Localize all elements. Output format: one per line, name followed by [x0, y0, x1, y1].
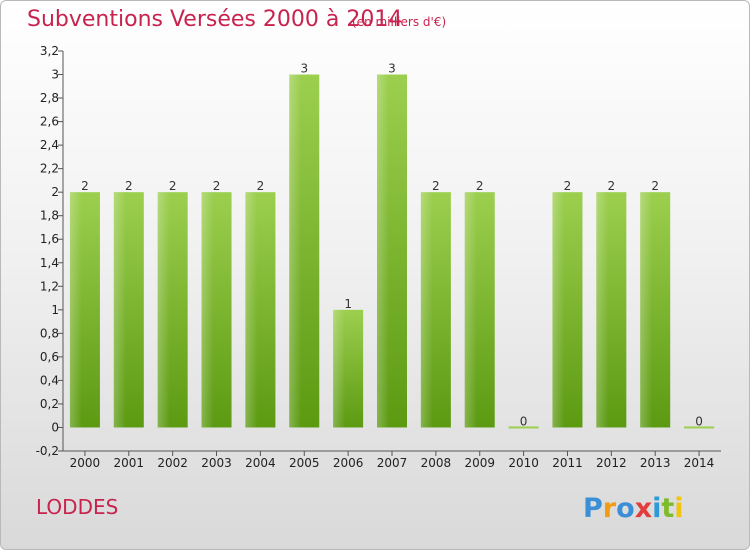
chart-subtitle: (en milliers d'€): [352, 15, 447, 29]
bar-2010: [508, 426, 539, 429]
x-tick-label-2002: 2002: [157, 456, 188, 470]
data-label-2003: 2: [213, 179, 221, 193]
bar-highlight-2000: [69, 192, 100, 428]
x-tick-label-2004: 2004: [245, 456, 276, 470]
y-tick-label: 2,6: [40, 115, 59, 129]
data-label-2014: 0: [695, 414, 703, 428]
x-tick-label-2010: 2010: [508, 456, 539, 470]
data-label-2008: 2: [432, 179, 440, 193]
proxiti-logo: Proxiti: [583, 493, 684, 524]
x-tick-label-2000: 2000: [70, 456, 101, 470]
data-label-2001: 2: [125, 179, 133, 193]
bar-highlight-2011: [552, 192, 583, 428]
y-tick-label: 2: [51, 185, 59, 199]
y-tick-label: 3: [51, 68, 59, 82]
y-tick-label: 0,6: [40, 350, 59, 364]
y-tick-label: 1: [51, 303, 59, 317]
y-tick-label: 2,8: [40, 91, 59, 105]
bar-highlight-2003: [201, 192, 232, 428]
bar-highlight-2008: [420, 192, 451, 428]
data-label-2007: 3: [388, 62, 396, 76]
y-tick-label: 0: [51, 420, 59, 434]
bar-highlight-2012: [596, 192, 627, 428]
x-tick-label-2014: 2014: [684, 456, 715, 470]
data-label-2005: 3: [300, 62, 308, 76]
bar-highlight-2007: [377, 74, 407, 428]
bars: [69, 74, 715, 429]
bar-highlight-2004: [245, 192, 276, 428]
bar-highlight-2002: [157, 192, 188, 428]
y-tick-label: 0,2: [40, 397, 59, 411]
bar-highlight-2006: [333, 309, 364, 428]
data-label-2012: 2: [608, 179, 616, 193]
x-tick-label-2008: 2008: [421, 456, 452, 470]
y-tick-label: 1,4: [40, 256, 59, 270]
x-tick-label-2009: 2009: [464, 456, 495, 470]
x-tick-label-2003: 2003: [201, 456, 232, 470]
bar-highlight-2005: [289, 74, 320, 428]
chart-title: Subventions Versées 2000 à 2014: [27, 7, 403, 32]
y-tick-label: 2,4: [40, 138, 59, 152]
x-tick-label-2005: 2005: [289, 456, 320, 470]
x-tick-label-2006: 2006: [333, 456, 364, 470]
bar-highlight-2009: [464, 192, 495, 428]
data-label-2009: 2: [476, 179, 484, 193]
y-tick-label: 1,2: [40, 279, 59, 293]
y-tick-label: 0,8: [40, 326, 59, 340]
y-tick-label: 2,2: [40, 162, 59, 176]
axes: -0,2 0 0,2 0,4 0,6 0,8 1 1,2 1,4 1,6 1,8 2 2,2 2,4 2,6…: [36, 44, 721, 470]
y-tick-label: 3,2: [40, 44, 59, 58]
x-tick-label-2007: 2007: [377, 456, 408, 470]
data-labels: 2 2 2 2 2 3 1 3 2 2 0 2 2 2 0: [81, 62, 703, 429]
bar-highlight-2001: [113, 192, 144, 428]
bar-highlight-2013: [640, 192, 671, 428]
data-label-2011: 2: [564, 179, 572, 193]
y-tick-label: 0,4: [40, 373, 59, 387]
commune-name: LODDES: [36, 495, 119, 519]
x-tick-label-2011: 2011: [552, 456, 583, 470]
x-tick-label-2013: 2013: [640, 456, 671, 470]
data-label-2010: 0: [520, 414, 528, 428]
y-tick-label: 1,6: [40, 232, 59, 246]
data-label-2013: 2: [651, 179, 659, 193]
data-label-2006: 1: [344, 297, 352, 311]
x-tick-label-2012: 2012: [596, 456, 627, 470]
data-label-2000: 2: [81, 179, 89, 193]
data-label-2002: 2: [169, 179, 177, 193]
bar-2014: [684, 426, 715, 429]
x-tick-label-2001: 2001: [114, 456, 145, 470]
y-tick-label: 1,8: [40, 209, 59, 223]
y-tick-label: -0,2: [36, 444, 59, 458]
data-label-2004: 2: [257, 179, 265, 193]
svg-text:Proxiti: Proxiti: [583, 493, 684, 524]
